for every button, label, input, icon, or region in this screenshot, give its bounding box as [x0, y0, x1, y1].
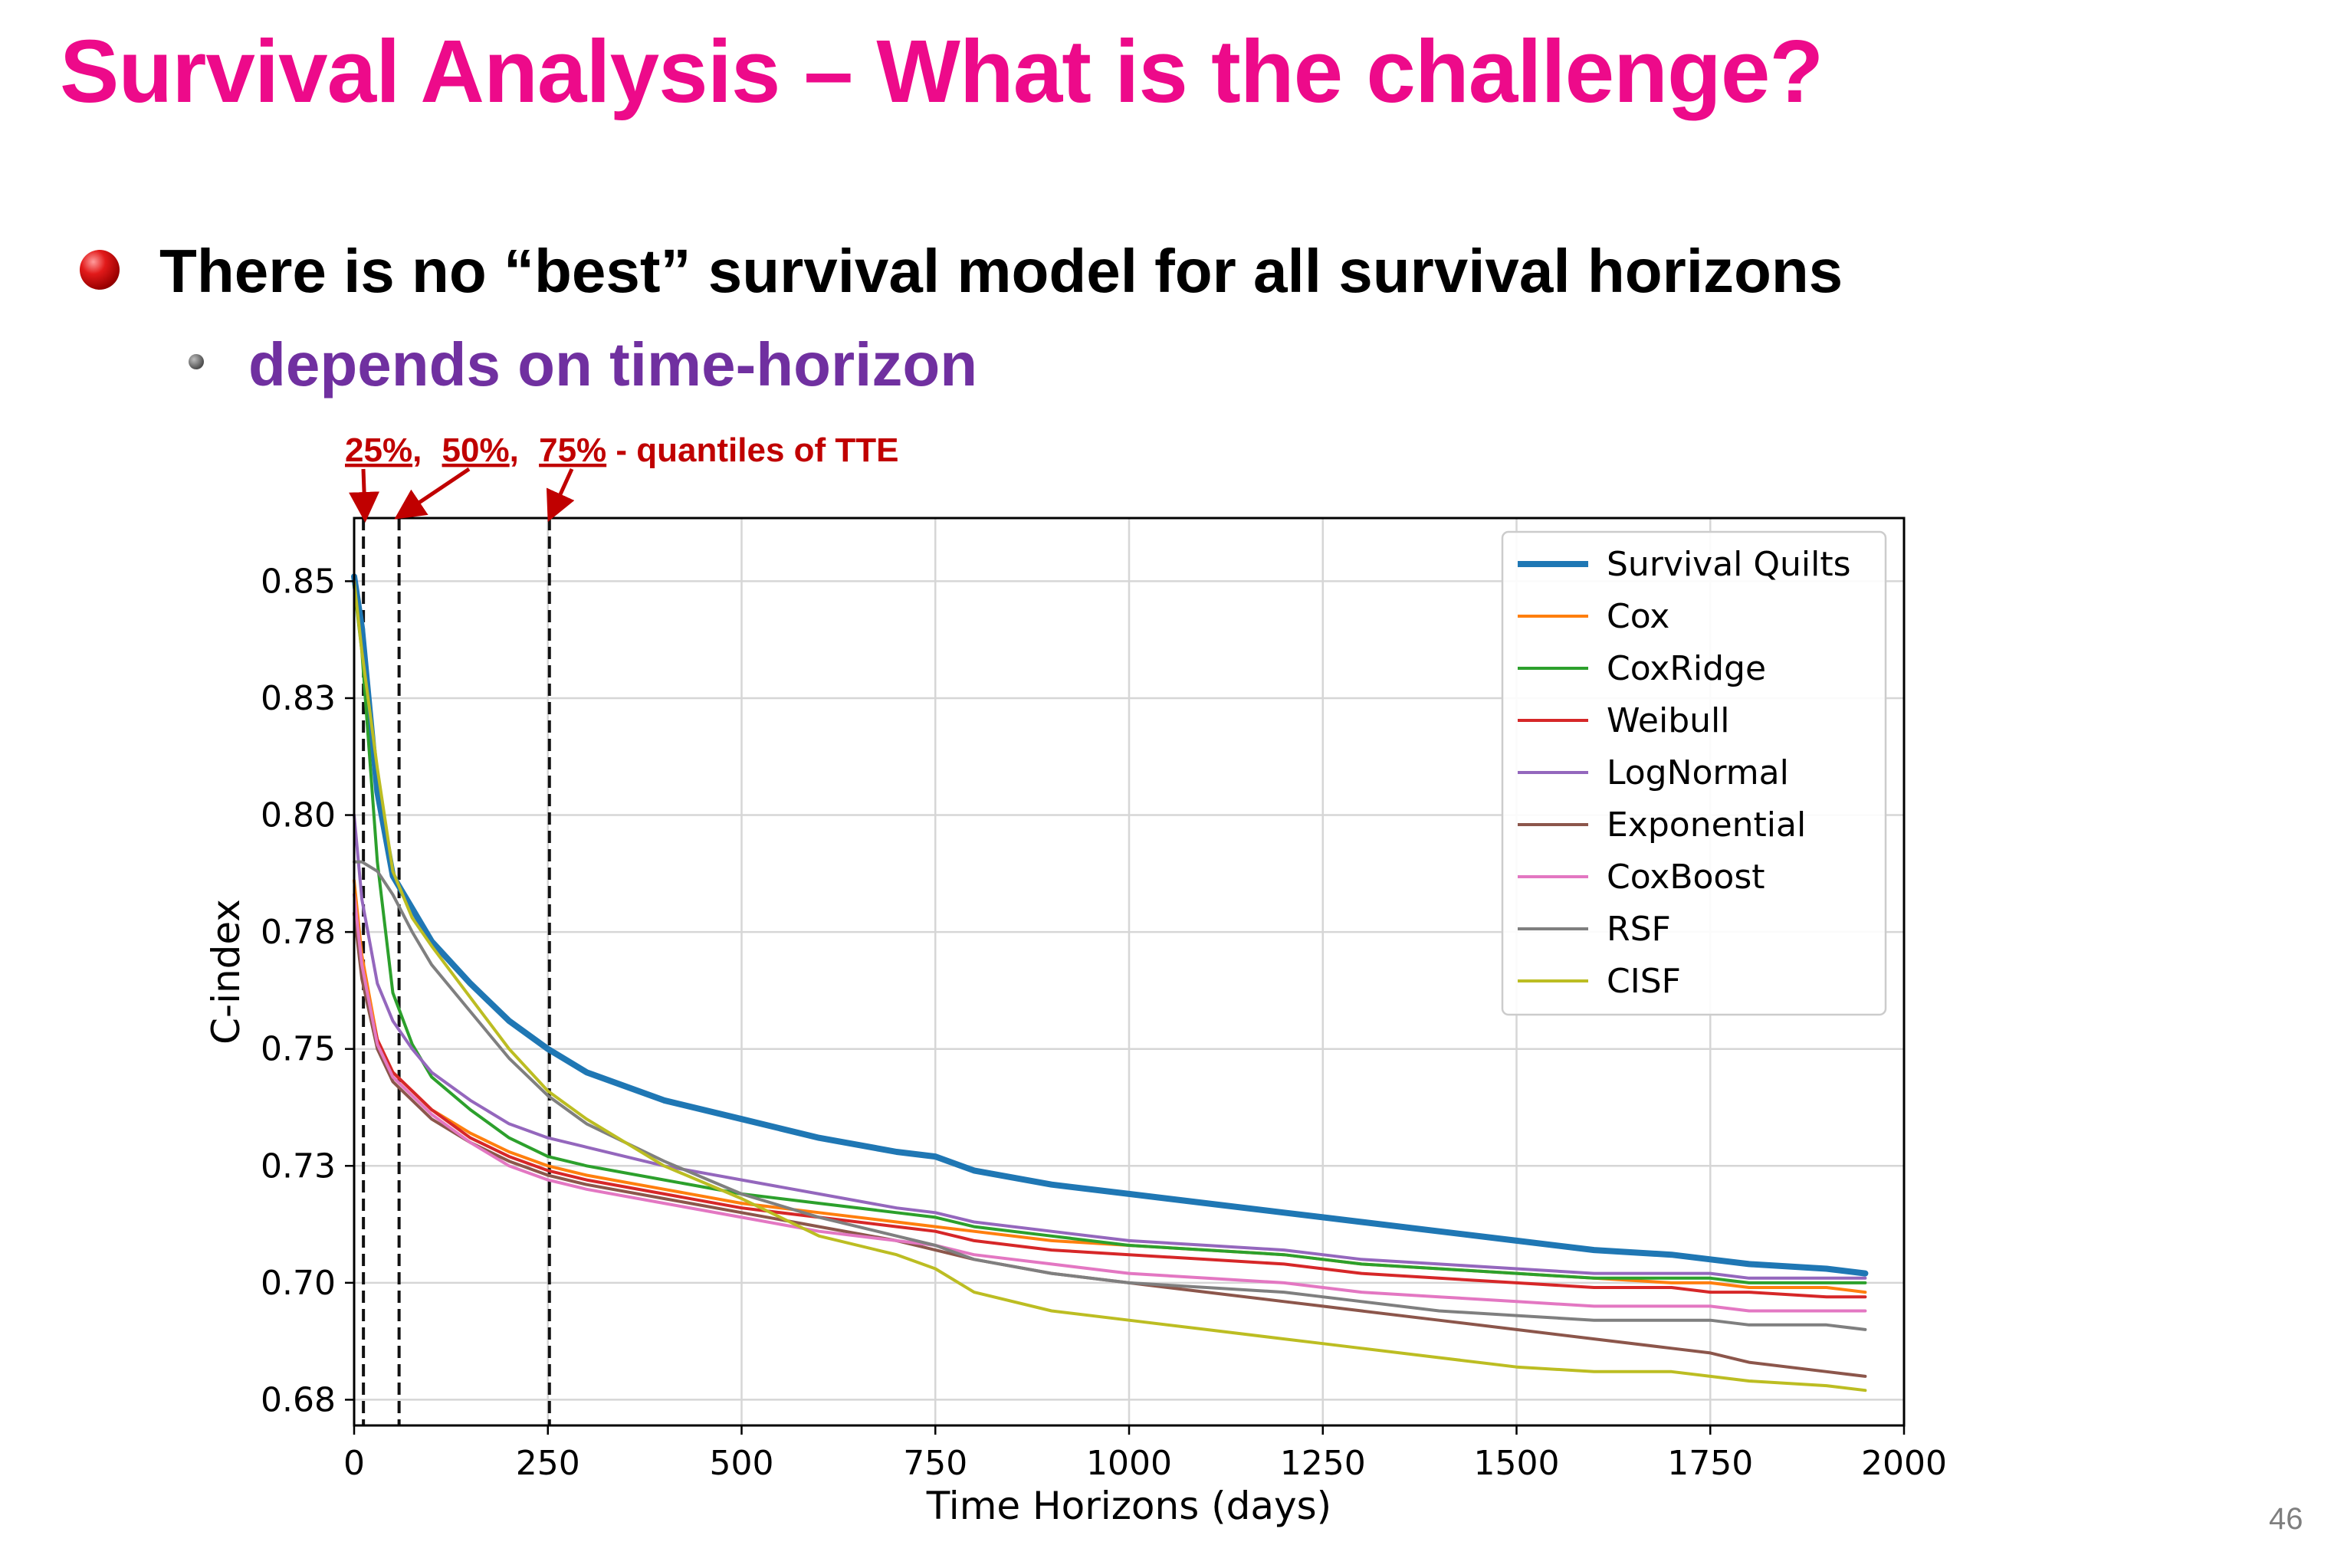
slide-title: Survival Analysis – What is the challeng… [60, 21, 1824, 121]
legend-label: RSF [1607, 910, 1671, 949]
red-ball-bullet-icon [80, 250, 120, 290]
quantile-label-75: 75% [539, 431, 606, 469]
legend-label: Survival Quilts [1607, 545, 1851, 584]
x-tick-label: 250 [516, 1444, 580, 1483]
legend-item: Weibull [1518, 701, 1730, 740]
x-tick-label: 2000 [1861, 1444, 1947, 1483]
legend-item: Exponential [1518, 805, 1806, 845]
axis-ticks: 0 250 500 750 1000 1250 1500 1750 2000 0.68 0.70 0.… [261, 562, 1947, 1483]
quantile-arrows [349, 467, 575, 523]
legend-label: CoxBoost [1607, 858, 1765, 897]
legend-item: Cox [1518, 597, 1669, 636]
x-tick-label: 1750 [1667, 1444, 1753, 1483]
y-tick-label: 0.78 [261, 913, 336, 952]
y-tick-label: 0.75 [261, 1030, 336, 1069]
y-tick-label: 0.80 [261, 796, 336, 835]
legend-item: Survival Quilts [1518, 545, 1851, 584]
quantile-label-25: 25% [345, 431, 412, 469]
quantile-arrow [394, 467, 471, 520]
legend-item: RSF [1518, 910, 1671, 949]
legend-label: Exponential [1607, 805, 1806, 845]
series-line-coxridge [353, 584, 1867, 1284]
bullet-level2-text: depends on time-horizon [248, 330, 978, 399]
series-line-weibull [353, 911, 1867, 1299]
series-line-survival-quilts [351, 573, 1869, 1277]
legend-label: LogNormal [1607, 753, 1789, 792]
quantile-arrow [546, 467, 575, 523]
quantile-annotation: 25%, 50%, 75% - quantiles of TTE [345, 431, 899, 523]
quantile-label-50: 50% [442, 431, 510, 469]
x-tick-label: 1000 [1086, 1444, 1172, 1483]
legend-label: CISF [1607, 962, 1681, 1001]
y-axis-label: C-index [204, 899, 248, 1045]
y-tick-label: 0.73 [261, 1146, 336, 1186]
legend-box [1501, 530, 1887, 1016]
bullet-level1-text: There is no “best” survival model for al… [159, 237, 1843, 305]
y-tick-label: 0.85 [261, 562, 336, 601]
x-tick-label: 750 [903, 1444, 967, 1483]
page-number: 46 [2269, 1502, 2303, 1536]
quantile-separator: , [412, 431, 422, 469]
legend-label: Weibull [1607, 701, 1730, 740]
quantile-annotation-text: 25%, 50%, 75% - quantiles of TTE [345, 431, 899, 469]
quantile-annotation-suffix: - quantiles of TTE [606, 431, 898, 469]
x-tick-label: 500 [710, 1444, 774, 1483]
series-line-exponential [353, 911, 1867, 1378]
legend-item: CoxRidge [1518, 649, 1766, 688]
gray-dot-bullet-icon [189, 354, 204, 369]
series-line-rsf [353, 860, 1867, 1331]
quantile-separator: , [510, 431, 519, 469]
series-lines [351, 573, 1869, 1393]
legend-item: LogNormal [1518, 753, 1789, 792]
series-line-lognormal [353, 813, 1867, 1280]
x-tick-label: 0 [343, 1444, 365, 1483]
x-tick-label: 1500 [1474, 1444, 1560, 1483]
x-axis-label: Time Horizons (days) [926, 1484, 1331, 1528]
chart-legend: Survival Quilts Cox CoxRidge Weibull LogNorm… [1501, 530, 1887, 1016]
series-line-coxboost [353, 893, 1867, 1313]
legend-item: CoxBoost [1518, 858, 1765, 897]
y-tick-label: 0.70 [261, 1264, 336, 1303]
series-line-cisf [353, 579, 1867, 1393]
bullet-level1: There is no “best” survival model for al… [77, 235, 2223, 319]
bullet-level2: depends on time-horizon [184, 328, 1717, 405]
y-tick-label: 0.68 [261, 1380, 336, 1419]
quantile-arrow [349, 468, 380, 523]
legend-label: Cox [1607, 597, 1669, 636]
legend-item: CISF [1518, 962, 1681, 1001]
x-tick-label: 1250 [1280, 1444, 1366, 1483]
legend-label: CoxRidge [1607, 649, 1766, 688]
y-tick-label: 0.83 [261, 679, 336, 718]
